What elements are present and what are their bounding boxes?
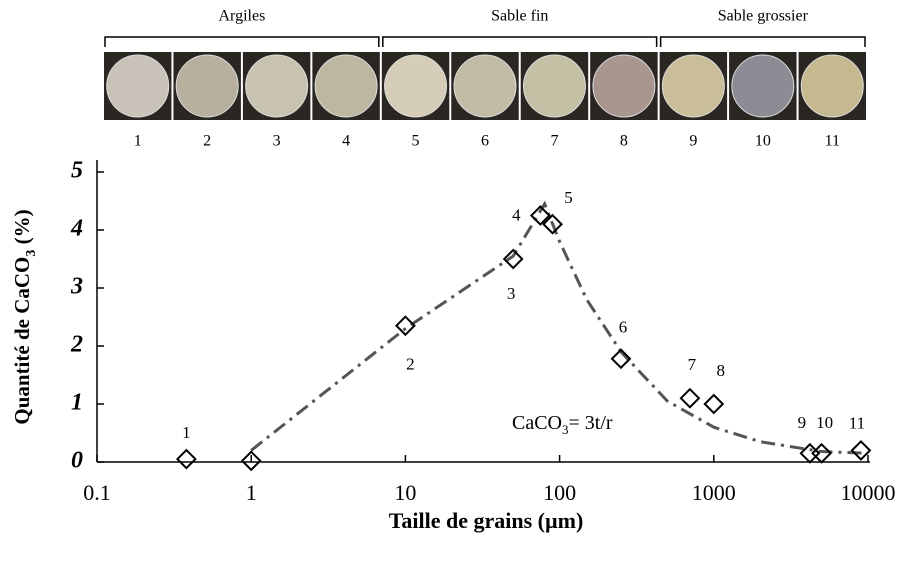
sample-number: 3 [273, 133, 281, 150]
data-point [799, 442, 821, 464]
point-label: 1 [182, 423, 191, 442]
group-label: Sable grossier [718, 8, 809, 25]
y-tick-label: 1 [71, 390, 83, 416]
sample-dish [592, 54, 656, 118]
sample-number: 6 [481, 133, 489, 150]
point-label: 9 [798, 413, 807, 432]
trend-line [250, 200, 869, 455]
x-tick-label: 100 [543, 480, 576, 505]
x-tick-label: 1000 [692, 480, 736, 505]
sample-dish [384, 54, 448, 118]
sample-number: 11 [825, 133, 840, 150]
data-point [811, 442, 832, 464]
sample-number: 7 [550, 133, 558, 150]
sample-dish [175, 54, 239, 118]
data-point [240, 450, 262, 472]
point-label: 5 [564, 188, 573, 207]
sample-number: 1 [134, 133, 142, 150]
y-tick-label: 2 [70, 332, 83, 358]
group-label: Sable fin [491, 8, 548, 25]
x-tick-label: 1 [246, 480, 257, 505]
sample-dish [731, 54, 795, 118]
sample-dish [453, 54, 517, 118]
sample-dish [245, 54, 309, 118]
annotation-sub: 3 [562, 422, 569, 437]
annotation-text: CaCO [512, 412, 562, 434]
y-label-text: Quantité de CaCO [10, 257, 34, 425]
y-axis-label: Quantité de CaCO3 (%) [10, 209, 39, 424]
sample-dish [522, 54, 586, 118]
sample-dish [661, 54, 725, 118]
sample-number: 9 [689, 133, 697, 150]
annotation: CaCO3= 3t/r [512, 412, 613, 438]
y-tick-label: 5 [71, 158, 83, 184]
point-label: 3 [507, 284, 516, 303]
data-point [850, 439, 872, 461]
x-tick-label: 0.1 [83, 480, 111, 505]
sample-number: 2 [203, 133, 211, 150]
sample-number: 5 [412, 133, 420, 150]
data-point [529, 205, 551, 226]
point-label: 8 [717, 361, 726, 380]
group-label: Argiles [219, 8, 266, 25]
y-label-text: (%) [10, 209, 34, 249]
point-label: 2 [406, 355, 415, 374]
sample-number: 10 [755, 133, 771, 150]
annotation-text: = 3t/r [569, 412, 613, 434]
sample-dish [314, 54, 378, 118]
data-point [502, 248, 524, 270]
point-label: 11 [849, 413, 865, 432]
x-tick-label: 10000 [841, 480, 896, 505]
y-tick-label: 4 [70, 216, 83, 242]
data-point [703, 393, 725, 415]
data-point [610, 348, 632, 370]
group-bracket [382, 36, 658, 47]
data-point [175, 448, 197, 470]
data-point [542, 213, 563, 235]
data-point [679, 387, 701, 409]
group-bracket [659, 36, 866, 47]
x-axis-label: Taille de grains (µm) [389, 508, 584, 533]
y-tick-label: 3 [70, 274, 83, 300]
group-bracket [104, 36, 380, 47]
sample-dish [800, 54, 864, 118]
x-tick-label: 10 [394, 480, 416, 505]
point-label: 10 [816, 413, 833, 432]
y-label-sub: 3 [24, 250, 39, 257]
sample-number: 8 [620, 133, 628, 150]
sample-number: 4 [342, 133, 350, 150]
point-label: 6 [619, 318, 628, 337]
data-point [394, 315, 416, 337]
point-label: 7 [688, 355, 697, 374]
point-label: 4 [512, 205, 521, 224]
y-tick-label: 0 [71, 448, 83, 474]
sample-dish [106, 54, 170, 118]
